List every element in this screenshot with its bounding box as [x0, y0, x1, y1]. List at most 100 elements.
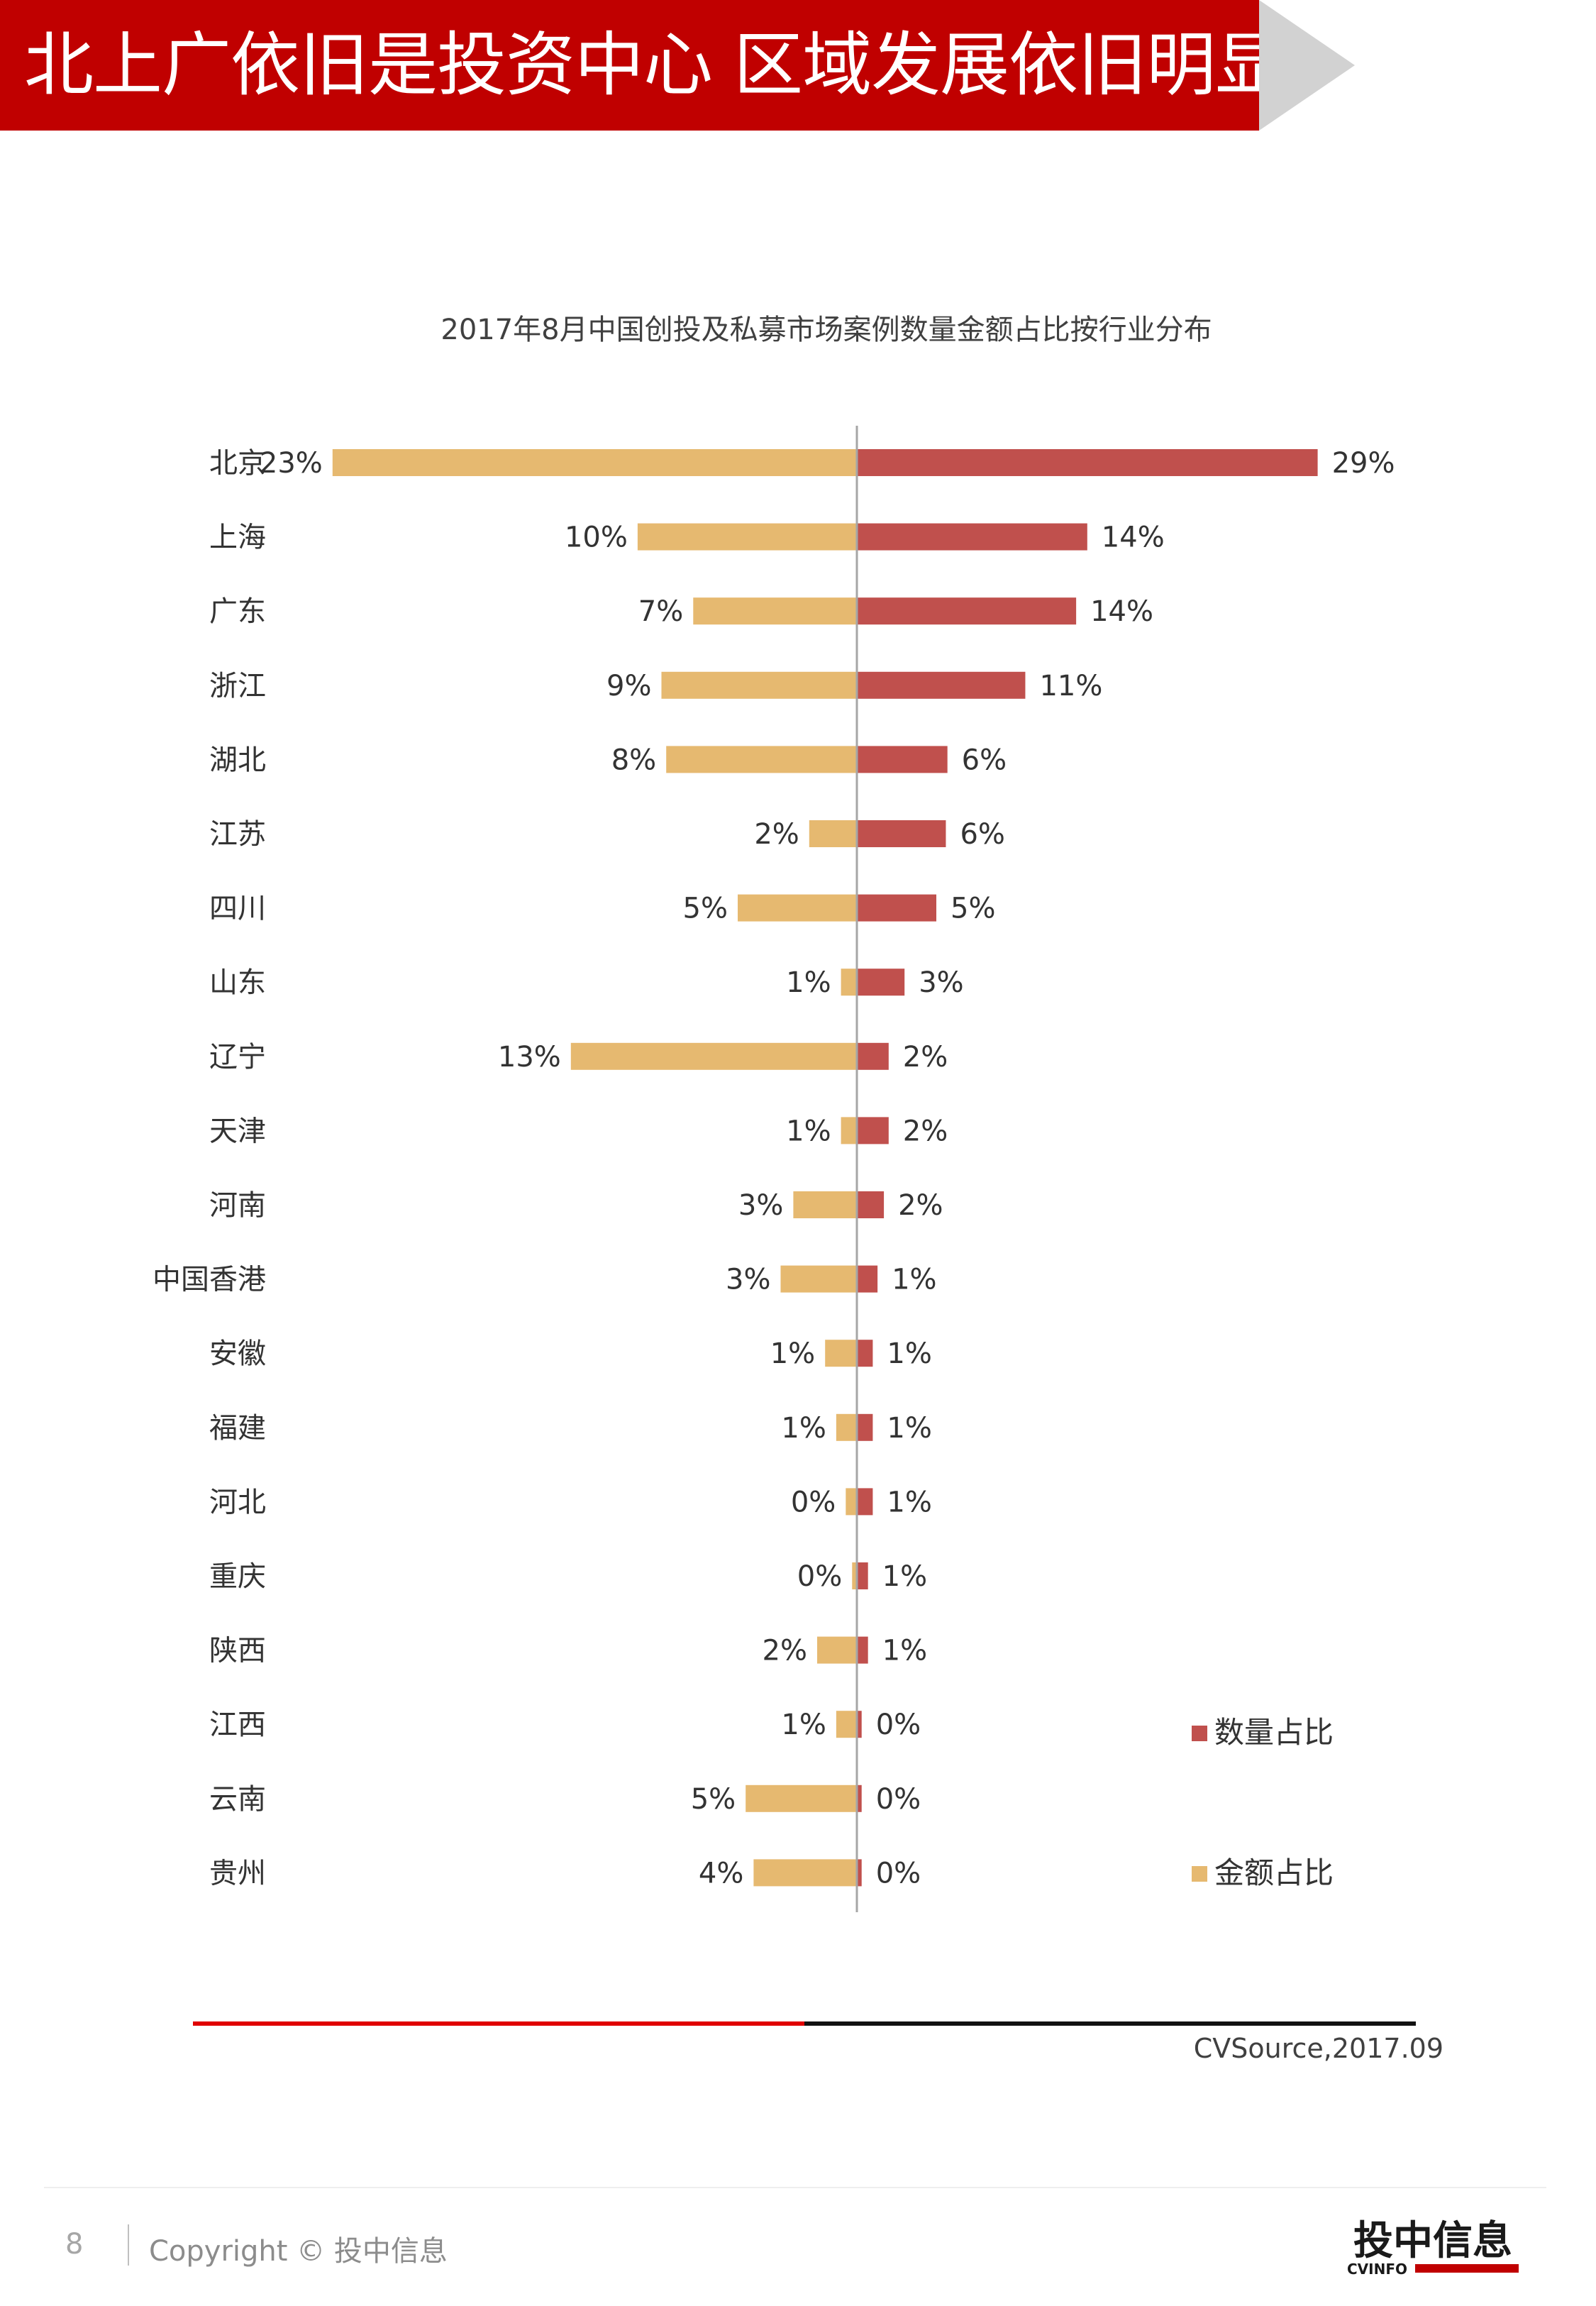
amount-bar	[780, 1265, 857, 1293]
amount-bar	[693, 597, 857, 625]
count-value-label: 1%	[882, 1635, 927, 1667]
count-bar	[857, 969, 905, 996]
count-value-label: 0%	[876, 1783, 921, 1816]
amount-bar	[570, 1042, 857, 1070]
amount-bar	[841, 1117, 857, 1144]
count-value-label: 1%	[892, 1264, 936, 1296]
amount-bar	[738, 894, 857, 922]
cvinfo-logo: 投中信息 CVINFO	[1347, 2218, 1519, 2278]
source-rule-black	[804, 2021, 1416, 2026]
amount-value-label: 2%	[754, 818, 799, 851]
amount-bar	[746, 1784, 857, 1812]
amount-value-label: 9%	[606, 670, 651, 702]
count-bar	[857, 894, 936, 922]
count-value-label: 5%	[951, 893, 995, 925]
count-bar	[857, 1562, 868, 1589]
amount-bar	[841, 969, 857, 996]
amount-bar	[817, 1636, 857, 1664]
category-label: 贵州	[209, 1857, 266, 1890]
category-label: 四川	[209, 893, 266, 925]
count-value-label: 1%	[887, 1412, 931, 1445]
source-note: CVSource,2017.09	[1193, 2033, 1443, 2064]
count-bar	[857, 746, 948, 773]
amount-bar	[846, 1488, 857, 1516]
category-label: 重庆	[209, 1560, 266, 1593]
category-label: 辽宁	[209, 1041, 266, 1074]
count-value-label: 2%	[898, 1189, 943, 1222]
amount-bar	[666, 746, 857, 773]
category-label: 福建	[209, 1412, 266, 1445]
category-label: 中国香港	[153, 1264, 266, 1296]
amount-bar	[836, 1711, 857, 1738]
chart-title: 2017年8月中国创投及私募市场案例数量金额占比按行业分布	[440, 314, 1212, 346]
category-label: 河北	[209, 1486, 266, 1518]
amount-value-label: 3%	[738, 1189, 783, 1222]
category-label: 浙江	[209, 670, 266, 702]
count-value-label: 6%	[962, 744, 1007, 776]
count-value-label: 14%	[1102, 522, 1165, 554]
amount-bar	[753, 1859, 857, 1887]
category-label: 江西	[209, 1709, 266, 1741]
amount-value-label: 1%	[786, 966, 831, 999]
amount-bar	[809, 820, 857, 847]
count-value-label: 14%	[1090, 595, 1153, 628]
amount-value-label: 4%	[699, 1857, 743, 1890]
count-bar	[857, 1784, 862, 1812]
category-label: 天津	[209, 1115, 266, 1147]
category-label: 江苏	[209, 818, 266, 851]
category-label: 北京	[209, 447, 266, 480]
count-value-label: 29%	[1332, 447, 1395, 480]
count-value-label: 1%	[887, 1337, 931, 1370]
header-arrow-icon	[1259, 0, 1355, 131]
source-rule-red	[193, 2021, 804, 2026]
legend-amount-label: 金额占比	[1214, 1855, 1334, 1890]
count-bar	[857, 1488, 873, 1516]
legend-count-swatch	[1192, 1726, 1207, 1741]
page-title: 北上广依旧是投资中心 区域发展依旧明显	[24, 25, 1285, 106]
header-bar	[0, 0, 1259, 131]
count-bar	[857, 449, 1318, 476]
amount-bar	[836, 1413, 857, 1441]
count-bar	[857, 523, 1087, 551]
count-value-label: 2%	[903, 1041, 948, 1074]
count-value-label: 3%	[919, 966, 963, 999]
page-number: 8	[65, 2228, 84, 2261]
count-value-label: 6%	[960, 818, 1004, 851]
logo-text: 投中信息	[1353, 2218, 1512, 2264]
legend-count-label: 数量占比	[1214, 1715, 1334, 1750]
amount-value-label: 23%	[260, 447, 323, 480]
count-bar	[857, 1042, 889, 1070]
amount-value-label: 1%	[786, 1115, 831, 1147]
count-bar	[857, 671, 1026, 699]
amount-value-label: 1%	[770, 1337, 815, 1370]
amount-value-label: 8%	[611, 744, 656, 776]
amount-bar	[793, 1191, 857, 1218]
amount-bar	[332, 449, 857, 476]
footer-divider	[44, 2187, 1546, 2188]
amount-bar	[661, 671, 857, 699]
count-value-label: 1%	[882, 1560, 927, 1593]
amount-value-label: 0%	[791, 1486, 836, 1518]
footer-separator	[128, 2224, 129, 2266]
count-value-label: 0%	[876, 1709, 921, 1741]
category-label: 陕西	[209, 1635, 266, 1667]
count-bar	[857, 597, 1077, 625]
amount-value-label: 13%	[498, 1041, 561, 1074]
logo-underline	[1415, 2264, 1519, 2273]
logo-subtext: CVINFO	[1347, 2261, 1407, 2278]
count-value-label: 11%	[1039, 670, 1102, 702]
amount-bar	[852, 1562, 857, 1589]
amount-value-label: 2%	[763, 1635, 807, 1667]
amount-bar	[825, 1340, 857, 1367]
amount-bar	[637, 523, 857, 551]
category-label: 湖北	[209, 744, 266, 776]
legend-amount-swatch	[1192, 1866, 1207, 1882]
category-label: 广东	[209, 595, 266, 628]
count-bar	[857, 1265, 878, 1293]
amount-value-label: 7%	[638, 595, 683, 628]
category-label: 云南	[209, 1783, 266, 1816]
amount-value-label: 1%	[781, 1412, 826, 1445]
category-label: 上海	[209, 522, 266, 554]
count-value-label: 2%	[903, 1115, 948, 1147]
